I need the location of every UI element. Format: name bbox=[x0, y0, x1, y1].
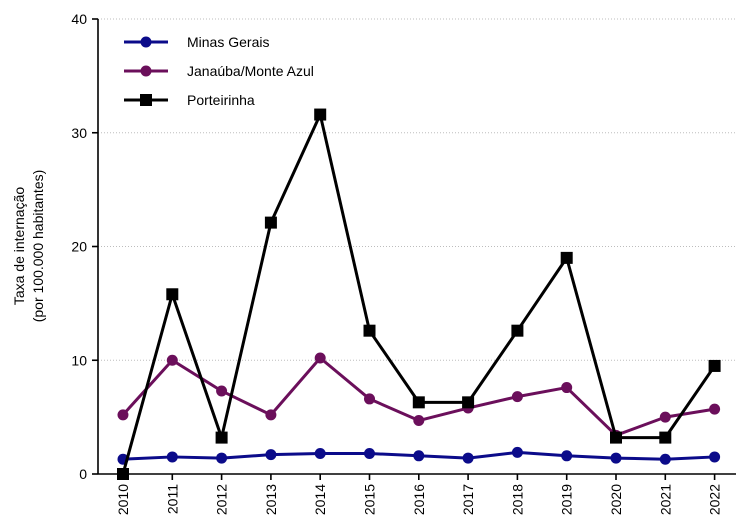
x-tick-label-2013: 2013 bbox=[263, 484, 279, 515]
data-point bbox=[314, 448, 326, 460]
data-point bbox=[216, 385, 228, 397]
axes-layer: 0 10 20 30 40 2010 2011 2012 2013 2014 2015 2016 201… bbox=[71, 11, 736, 515]
data-point bbox=[462, 396, 475, 409]
x-tick-label-2011: 2011 bbox=[164, 484, 180, 514]
legend: Minas Gerais Janaúba/Monte Azul Porteirinh… bbox=[124, 34, 314, 108]
data-point bbox=[511, 324, 524, 337]
data-point bbox=[659, 453, 671, 465]
grid-layer bbox=[98, 18, 736, 361]
legend-label: Porteirinha bbox=[187, 92, 255, 108]
series-layer bbox=[117, 108, 721, 480]
y-tick-label-0: 0 bbox=[79, 466, 87, 482]
y-tick-label-10: 10 bbox=[71, 352, 87, 368]
y-axis-title-line-2: (por 100.000 habitantes) bbox=[30, 170, 46, 323]
data-point bbox=[166, 354, 178, 366]
legend-item: Janaúba/Monte Azul bbox=[124, 63, 314, 79]
legend-marker bbox=[140, 94, 152, 106]
legend-label: Janaúba/Monte Azul bbox=[187, 63, 314, 79]
x-tick-label-2022: 2022 bbox=[707, 484, 723, 515]
data-point bbox=[166, 288, 179, 301]
data-point bbox=[561, 450, 573, 462]
data-point bbox=[511, 446, 523, 458]
data-point bbox=[314, 108, 327, 121]
x-tick-label-2014: 2014 bbox=[312, 484, 328, 515]
data-point bbox=[413, 415, 425, 427]
data-point bbox=[413, 450, 425, 462]
data-point bbox=[708, 359, 721, 372]
x-tick-label-2019: 2019 bbox=[559, 484, 575, 515]
y-tick-label-40: 40 bbox=[71, 11, 87, 27]
legend-item: Minas Gerais bbox=[124, 34, 269, 50]
x-tick-label-2018: 2018 bbox=[509, 484, 525, 515]
data-point bbox=[610, 431, 622, 444]
data-point bbox=[117, 468, 129, 480]
data-point bbox=[561, 382, 573, 394]
data-point bbox=[560, 251, 573, 264]
series-minas-gerais bbox=[117, 446, 721, 465]
x-tick-label-2021: 2021 bbox=[657, 484, 673, 515]
series-porteirinha bbox=[117, 108, 721, 480]
data-point bbox=[462, 452, 474, 464]
y-tick-label-20: 20 bbox=[71, 239, 87, 255]
data-point bbox=[265, 409, 277, 421]
data-point bbox=[709, 451, 721, 463]
data-point bbox=[166, 451, 178, 463]
legend-item: Porteirinha bbox=[124, 92, 255, 108]
x-tick-label-2010: 2010 bbox=[115, 484, 131, 515]
data-point bbox=[709, 403, 721, 415]
legend-label: Minas Gerais bbox=[187, 34, 269, 50]
y-axis-title: Taxa de internação (por 100.000 habitant… bbox=[11, 170, 46, 323]
data-point bbox=[215, 431, 228, 444]
y-tick-label-30: 30 bbox=[71, 125, 87, 141]
legend-marker bbox=[140, 36, 152, 48]
data-point bbox=[659, 431, 672, 444]
legend-marker bbox=[140, 65, 152, 77]
data-point bbox=[659, 411, 671, 423]
data-point bbox=[363, 324, 376, 337]
data-point bbox=[610, 452, 622, 464]
data-point bbox=[117, 409, 129, 421]
x-tick-label-2017: 2017 bbox=[460, 484, 476, 515]
data-point bbox=[314, 352, 326, 364]
x-tick-label-2020: 2020 bbox=[608, 484, 624, 515]
y-axis-title-line-1: Taxa de internação bbox=[11, 187, 27, 306]
data-point bbox=[412, 396, 425, 409]
x-tick-label-2016: 2016 bbox=[411, 484, 427, 515]
data-point bbox=[364, 393, 375, 405]
x-tick-label-2012: 2012 bbox=[214, 484, 230, 515]
data-point bbox=[511, 391, 523, 403]
data-point bbox=[364, 448, 375, 460]
data-point bbox=[264, 216, 277, 229]
data-point bbox=[265, 449, 277, 461]
data-point bbox=[216, 452, 228, 464]
x-tick-label-2015: 2015 bbox=[362, 484, 378, 515]
